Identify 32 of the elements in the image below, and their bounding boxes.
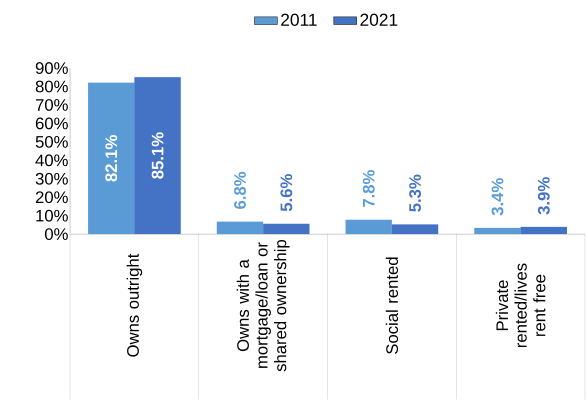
- y-tick-label: 40%: [35, 154, 68, 166]
- data-label: 3.9%: [538, 177, 550, 214]
- bar: [88, 82, 134, 234]
- x-tick-label: Social rented: [386, 257, 398, 354]
- y-tick-label: 10%: [36, 210, 68, 222]
- bar: [474, 228, 521, 234]
- data-label: 85.1%: [152, 132, 164, 179]
- bar: [392, 224, 438, 234]
- bar: [134, 76, 181, 234]
- data-label: 6.8%: [234, 172, 246, 209]
- y-tick-label: 80%: [36, 80, 68, 92]
- bar: [216, 221, 264, 234]
- x-tick-label: Private rented/lives rent free: [496, 263, 546, 347]
- y-tick-label: 50%: [36, 136, 68, 148]
- x-tick-label: Owns outright: [126, 254, 142, 357]
- data-label: 82.1%: [105, 135, 118, 182]
- legend-label: 2021: [360, 14, 398, 26]
- legend-label: 2011: [281, 14, 317, 26]
- y-tick-label: 90%: [36, 62, 68, 74]
- y-tick-label: 60%: [36, 117, 68, 130]
- bar: [346, 220, 392, 234]
- y-tick-label: 30%: [36, 172, 68, 185]
- y-tick-label: 0%: [44, 228, 68, 240]
- data-label: 3.4%: [492, 178, 504, 216]
- y-tick-label: 70%: [36, 98, 68, 111]
- data-label: 5.6%: [280, 174, 292, 212]
- bar: [263, 224, 310, 234]
- x-tick-label: Owns with a mortgage/loan or shared ownership: [236, 240, 290, 372]
- bar: [520, 226, 567, 234]
- data-label: 7.8%: [362, 170, 375, 207]
- data-label: 5.3%: [409, 174, 421, 212]
- y-tick-label: 20%: [36, 191, 68, 204]
